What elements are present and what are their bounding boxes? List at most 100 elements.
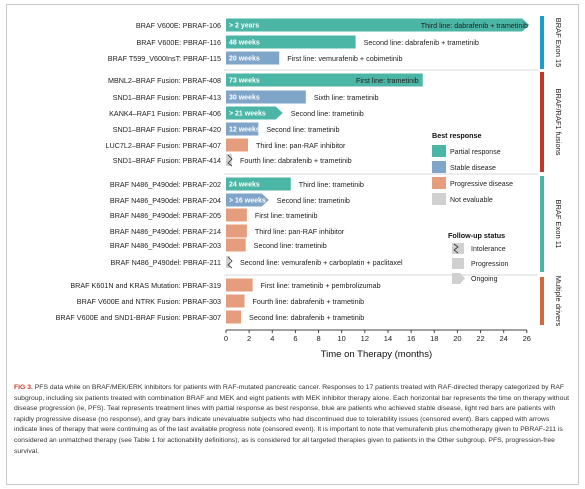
group-bar: [540, 176, 544, 272]
row-label: BRAF N486_P490del: PBRAF-211: [110, 258, 221, 267]
bar-duration-label: > 16 weeks: [229, 198, 266, 205]
therapy-label: Fourth line: dabrafenib + trametinib: [253, 297, 365, 306]
group-bar: [540, 72, 544, 172]
row-label: BRAF N486_P490del: PBRAF-204: [110, 196, 221, 205]
row-label: MBNL2–BRAF Fusion: PBRAF-408: [108, 76, 221, 85]
x-tick-label: 8: [316, 334, 320, 343]
group-label: BRAF/RAF1 fusions: [554, 88, 563, 155]
therapy-label: Fourth line: dabrafenib + trametinib: [240, 156, 352, 165]
therapy-label: First line: vemurafenib + cobimetinib: [287, 54, 402, 63]
bar: [226, 138, 248, 152]
x-tick-label: 20: [453, 334, 461, 343]
row-label: BRAF N486_P490del: PBRAF-214: [110, 227, 221, 236]
row-label: SND1–BRAF Fusion: PBRAF-414: [113, 156, 221, 165]
row-label: BRAF T599_V600InsT: PBRAF-115: [108, 54, 221, 63]
group-label: BRAF Exon 11: [554, 199, 563, 248]
bar-duration-label: 73 weeks: [229, 78, 260, 85]
bar-duration-label: 24 weeks: [229, 182, 260, 189]
bar: [226, 35, 356, 49]
bar-ongoing: [226, 18, 530, 32]
therapy-label: Third line: dabrafenib + trametinib: [421, 21, 528, 30]
x-tick-label: 16: [407, 334, 415, 343]
bar: [226, 90, 306, 104]
row-label: BRAF V600E: PBRAF-116: [136, 38, 221, 47]
followup-legend-title: Follow-up status: [448, 231, 505, 240]
intolerance-icon: [453, 243, 459, 254]
legend-swatch: [432, 177, 446, 189]
x-tick-label: 10: [338, 334, 346, 343]
row-label: BRAF N486_P490del: PBRAF-202: [110, 180, 221, 189]
x-tick-label: 6: [293, 334, 297, 343]
therapy-label: Second line: vemurafenib + carboplatin +…: [240, 258, 403, 267]
intolerance-marker: [227, 154, 233, 167]
bar: [226, 177, 291, 191]
group-label: Multiple drivers: [554, 276, 563, 327]
legend-label: Not evaluable: [450, 197, 493, 204]
therapy-label: Second line: trametinib: [266, 125, 339, 134]
therapy-label: First line: trametinib: [356, 76, 419, 85]
row-label: BRAF V600E and SND1-BRAF Fusion: PBRAF-3…: [56, 313, 221, 322]
therapy-label: Second line: trametinib: [277, 196, 350, 205]
row-label: BRAF N486_P490del: PBRAF-203: [110, 241, 221, 250]
group-bar: [540, 16, 544, 69]
legend-label: Stable disease: [450, 165, 496, 172]
followup-label: Intolerance: [471, 246, 506, 253]
bar: [226, 51, 280, 65]
bar-duration-label: > 2 years: [229, 23, 259, 30]
group-label: BRAF Exon 15: [554, 18, 563, 68]
therapy-label: Third line: pan-RAF inhibitor: [255, 227, 345, 236]
bar: [226, 278, 253, 292]
caption-lead: FIG 3.: [14, 384, 33, 391]
row-label: SND1–BRAF Fusion: PBRAF-413: [113, 93, 221, 102]
therapy-label: Second line: dabrafenib + trametinib: [364, 38, 479, 47]
bar: [226, 73, 423, 87]
therapy-label: Third line: trametinib: [299, 180, 364, 189]
bar: [226, 256, 230, 268]
row-label: LUC7L2–BRAF Fusion: PBRAF-407: [106, 141, 221, 150]
followup-swatch: [452, 258, 464, 269]
bar-ongoing: [226, 106, 283, 120]
bar-duration-label: 30 weeks: [229, 95, 260, 102]
bar-duration-label: 20 weeks: [229, 56, 260, 63]
therapy-label: Third line: pan-RAF inhibitor: [256, 141, 346, 150]
bar-duration-label: > 21 weeks: [229, 111, 266, 118]
therapy-label: First line: trametinib: [255, 211, 318, 220]
therapy-label: First line: trametinib + pembrolizumab: [261, 281, 381, 290]
x-tick-label: 12: [361, 334, 369, 343]
legend-label: Progressive disease: [450, 181, 513, 188]
therapy-label: Sixth line: trametinib: [314, 93, 379, 102]
x-tick-label: 14: [384, 334, 392, 343]
legend-label: Partial response: [450, 149, 501, 156]
row-label: BRAF K601N and KRAS Mutation: PBRAF-319: [70, 281, 221, 290]
therapy-label: Second line: trametinib: [291, 109, 364, 118]
caption-text: PFS data while on BRAF/MEK/ERK inhibitor…: [14, 384, 570, 455]
followup-swatch: [452, 243, 464, 254]
bar-duration-label: 48 weeks: [229, 40, 260, 47]
row-label: BRAF N486_P490del: PBRAF-205: [110, 211, 221, 220]
bar: [226, 294, 245, 308]
legend-swatch: [432, 161, 446, 173]
bar-ongoing: [226, 193, 269, 207]
x-tick-label: 2: [247, 334, 251, 343]
row-label: SND1–BRAF Fusion: PBRAF-420: [113, 125, 221, 134]
legend-swatch: [432, 193, 446, 205]
therapy-label: Second line: dabrafenib + trametinib: [249, 313, 364, 322]
followup-label: Progression: [471, 261, 508, 268]
row-label: BRAF V600E and NTRK Fusion: PBRAF-303: [77, 297, 221, 306]
row-label: KANK4–RAF1 Fusion: PBRAF-406: [109, 109, 221, 118]
therapy-label: Second line: trametinib: [254, 241, 327, 250]
x-tick-label: 24: [500, 334, 508, 343]
followup-label: Ongoing: [471, 276, 498, 283]
bar: [226, 224, 247, 238]
bar: [226, 310, 242, 324]
ongoing-arrow-icon: [452, 273, 465, 284]
legend-title: Best response: [432, 131, 482, 140]
x-tick-label: 0: [224, 334, 228, 343]
pfs-bar-chart: BRAF V600E: PBRAF-106 > 2 years Third line…: [56, 16, 563, 360]
legend-swatch: [432, 145, 446, 157]
bar: [226, 208, 247, 222]
group-bar: [540, 277, 544, 325]
intolerance-marker: [227, 256, 233, 269]
bar-duration-label: 12 weeks: [229, 127, 260, 134]
bar: [226, 238, 246, 252]
